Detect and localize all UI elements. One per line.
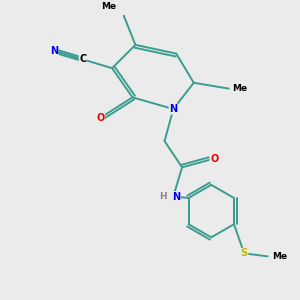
Text: Me: Me: [272, 252, 287, 261]
Text: O: O: [96, 113, 104, 123]
Text: N: N: [172, 191, 180, 202]
Text: C: C: [79, 54, 86, 64]
Text: H: H: [159, 192, 167, 201]
Text: Me: Me: [101, 2, 116, 11]
Text: N: N: [50, 46, 58, 56]
Text: N: N: [169, 104, 177, 114]
Text: Me: Me: [232, 84, 247, 93]
Text: S: S: [241, 248, 248, 258]
Text: O: O: [210, 154, 218, 164]
